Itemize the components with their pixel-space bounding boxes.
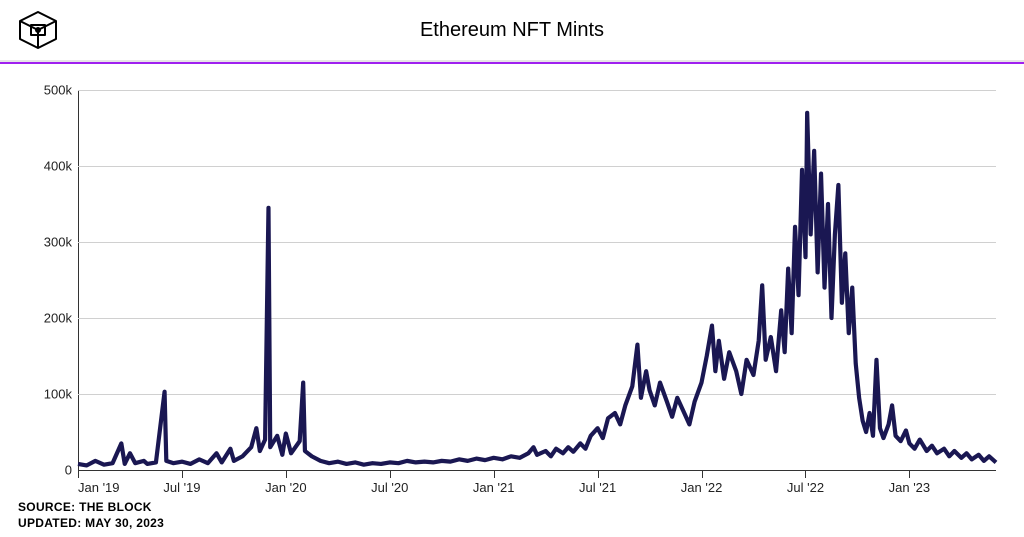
y-tick-label: 400k [44,159,72,174]
y-axis: 0100k200k300k400k500k [18,90,78,470]
y-tick-label: 200k [44,311,72,326]
x-tick [78,470,79,478]
source-label: SOURCE: THE BLOCK [18,499,164,515]
x-tick [182,470,183,478]
x-tick [805,470,806,478]
x-tick-label: Jul '20 [371,480,408,495]
chart-footer: SOURCE: THE BLOCK UPDATED: MAY 30, 2023 [18,499,164,531]
x-tick [702,470,703,478]
accent-bar [0,62,1024,64]
y-tick-label: 0 [65,463,72,478]
chart-header: Ethereum NFT Mints [0,0,1024,62]
x-tick [390,470,391,478]
y-tick-label: 300k [44,235,72,250]
chart-title: Ethereum NFT Mints [60,19,1008,42]
chart-line [78,90,996,470]
x-tick-label: Jan '19 [78,480,120,495]
the-block-logo-icon [16,8,60,52]
x-tick-label: Jan '20 [265,480,307,495]
x-tick-label: Jan '23 [889,480,931,495]
chart-area: 0100k200k300k400k500k Jan '19Jul '19Jan … [18,90,1006,498]
x-tick-label: Jul '21 [579,480,616,495]
y-tick-label: 100k [44,387,72,402]
x-tick [598,470,599,478]
x-tick-label: Jul '19 [163,480,200,495]
x-tick [286,470,287,478]
x-tick [909,470,910,478]
x-tick-label: Jul '22 [787,480,824,495]
plot-area [78,90,996,470]
updated-label: UPDATED: MAY 30, 2023 [18,515,164,531]
x-tick [494,470,495,478]
x-axis: Jan '19 Jul '19 Jan '20 Jul '20 Jan '21 Jul '… [78,470,996,498]
chart-container: Ethereum NFT Mints 0 100k 200k 300k 400k 500k… [0,0,1024,537]
x-tick-label: Jan '21 [473,480,515,495]
x-tick-label: Jan '22 [681,480,723,495]
y-tick-label: 500k [44,83,72,98]
